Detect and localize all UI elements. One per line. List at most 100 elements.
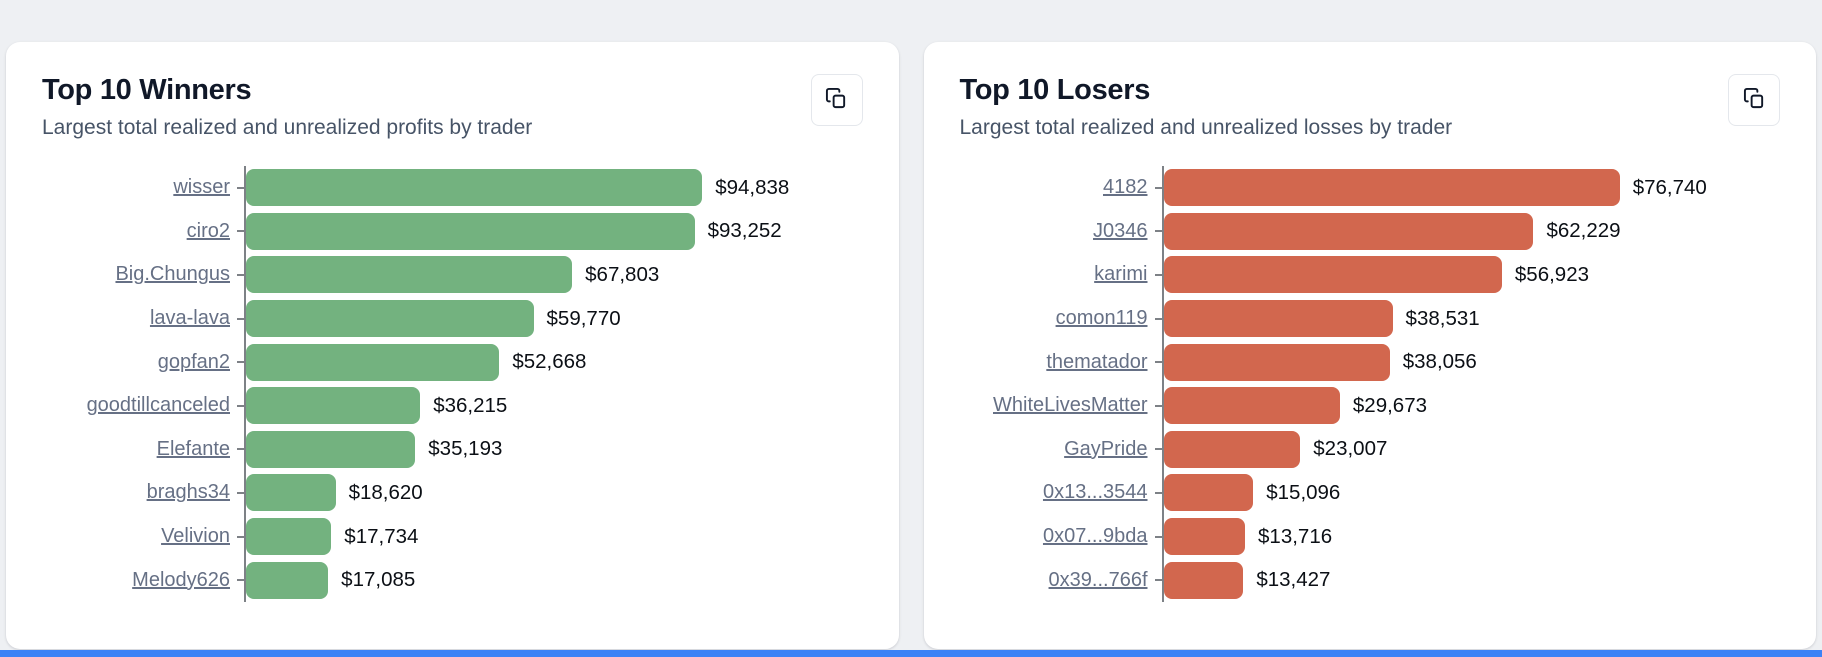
trader-link[interactable]: Velivion	[161, 525, 230, 548]
bar-value-label: $38,056	[1402, 350, 1477, 374]
bar[interactable]	[246, 169, 703, 207]
winners-heading-block: Top 10 Winners Largest total realized an…	[42, 74, 532, 140]
bar-area: $67,803	[244, 253, 863, 297]
chart-row: J0346 $62,229	[960, 209, 1781, 254]
axis-tick-icon	[237, 230, 244, 233]
bar-value-label: $94,838	[715, 175, 790, 199]
bar[interactable]	[246, 212, 695, 250]
bar-area: $23,007	[1161, 427, 1781, 472]
bar-value-label: $17,085	[341, 568, 416, 592]
trader-link[interactable]: J0346	[1093, 219, 1148, 242]
trader-link[interactable]: Melody626	[132, 568, 230, 591]
bar[interactable]	[1163, 343, 1390, 381]
bar[interactable]	[1163, 169, 1620, 207]
bar-value-label: $59,770	[546, 306, 621, 330]
axis-tick-icon	[237, 361, 244, 364]
winners-card-header: Top 10 Winners Largest total realized an…	[42, 74, 863, 140]
trader-link[interactable]: 0x13...3544	[1042, 481, 1148, 504]
copy-icon	[1743, 87, 1766, 113]
axis-tick-icon	[1154, 230, 1162, 233]
bar-value-label: $93,252	[707, 219, 782, 243]
axis-tick-icon	[1154, 186, 1162, 189]
winners-copy-button[interactable]	[810, 74, 863, 126]
bar[interactable]	[246, 474, 336, 512]
bar-value-label: $35,193	[428, 437, 503, 461]
bar-area: $62,229	[1161, 209, 1781, 254]
bar-value-label: $67,803	[585, 262, 660, 286]
chart-row: GayPride $23,007	[960, 427, 1781, 472]
trader-link[interactable]: comon119	[1055, 307, 1148, 330]
axis-tick-icon	[237, 273, 244, 276]
chart-row: Melody626 $17,085	[42, 558, 863, 602]
bar[interactable]	[1163, 430, 1301, 468]
bar[interactable]	[1163, 387, 1340, 425]
bar[interactable]	[246, 387, 421, 425]
axis-tick-icon	[1154, 404, 1162, 407]
trader-link[interactable]: 4182	[1103, 176, 1148, 199]
chart-row: thematador $38,056	[960, 340, 1781, 384]
bar[interactable]	[1163, 474, 1254, 512]
bar[interactable]	[246, 256, 573, 294]
losers-card-header: Top 10 Losers Largest total realized and…	[959, 74, 1780, 140]
bar-area: $56,923	[1161, 253, 1781, 297]
bar[interactable]	[1163, 256, 1502, 294]
chart-row: Elefante $35,193	[42, 427, 863, 472]
bar-value-label: $62,229	[1546, 219, 1621, 243]
trader-link[interactable]: braghs34	[146, 481, 230, 504]
axis-tick-icon	[1154, 361, 1162, 364]
chart-row: 0x39...766f $13,427	[960, 558, 1781, 602]
bar[interactable]	[1163, 300, 1393, 338]
bar-area: $36,215	[244, 383, 863, 428]
bar-area: $59,770	[244, 296, 863, 341]
losers-bar-chart: 4182 $76,740 J0346 $62,229 karimi $56,923 como…	[960, 166, 1781, 602]
trader-link[interactable]: WhiteLivesMatter	[993, 394, 1148, 417]
chart-row: 0x07...9bda $13,716	[960, 514, 1781, 559]
trader-link[interactable]: ciro2	[186, 219, 230, 242]
bar-value-label: $76,740	[1632, 175, 1707, 199]
axis-tick-icon	[237, 186, 244, 189]
bar-area: $93,252	[244, 209, 863, 254]
bar-area: $29,673	[1161, 383, 1781, 428]
winners-bar-chart: wisser $94,838 ciro2 $93,252 Big.Chungus $67,…	[42, 166, 863, 602]
bar-value-label: $36,215	[433, 393, 508, 417]
trader-link[interactable]: gopfan2	[157, 350, 230, 373]
chart-row: WhiteLivesMatter $29,673	[960, 383, 1781, 428]
trader-link[interactable]: Elefante	[156, 437, 230, 460]
bar-area: $15,096	[1161, 471, 1781, 515]
trader-link[interactable]: 0x39...766f	[1048, 568, 1148, 591]
axis-tick-icon	[237, 317, 244, 320]
bar[interactable]	[246, 561, 329, 599]
trader-link[interactable]: wisser	[173, 176, 230, 199]
trader-link[interactable]: thematador	[1046, 350, 1148, 373]
axis-tick-icon	[1154, 579, 1162, 582]
bar-area: $94,838	[244, 166, 863, 210]
bar[interactable]	[1163, 561, 1244, 599]
bar[interactable]	[246, 518, 332, 556]
losers-card-title: Top 10 Losers	[959, 74, 1151, 106]
chart-row: 4182 $76,740	[960, 166, 1781, 210]
bar[interactable]	[1163, 518, 1246, 556]
axis-tick-icon	[237, 579, 244, 582]
axis-tick-icon	[237, 404, 244, 407]
bar[interactable]	[246, 430, 416, 468]
trader-link[interactable]: goodtillcanceled	[86, 394, 230, 417]
trader-link[interactable]: karimi	[1094, 263, 1148, 286]
bar-value-label: $15,096	[1266, 480, 1341, 504]
trader-link[interactable]: GayPride	[1064, 437, 1148, 460]
losers-copy-button[interactable]	[1728, 74, 1780, 126]
bar[interactable]	[1163, 212, 1534, 250]
bar-value-label: $38,531	[1405, 306, 1480, 330]
bar-area: $35,193	[244, 427, 863, 472]
trader-link[interactable]: lava-lava	[149, 307, 230, 330]
bar[interactable]	[246, 300, 534, 338]
trader-link[interactable]: Big.Chungus	[115, 263, 230, 286]
axis-tick-icon	[1154, 448, 1162, 451]
bar-area: $52,668	[244, 340, 863, 384]
trader-link[interactable]: 0x07...9bda	[1042, 525, 1148, 548]
bar[interactable]	[246, 343, 500, 381]
bar-area: $17,734	[244, 514, 863, 559]
chart-row: Velivion $17,734	[42, 514, 863, 559]
chart-row: ciro2 $93,252	[42, 209, 863, 254]
chart-row: lava-lava $59,770	[42, 296, 863, 341]
bar-area: $13,716	[1161, 514, 1781, 559]
